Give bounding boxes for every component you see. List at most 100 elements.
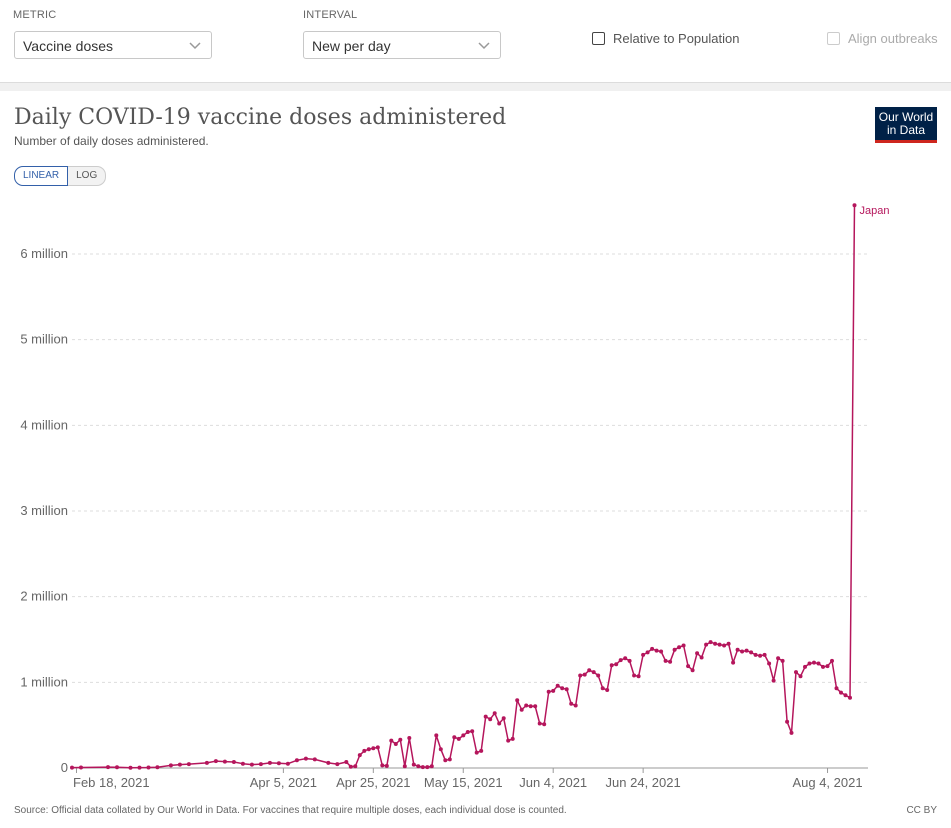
data-point	[798, 674, 803, 679]
data-point	[438, 747, 443, 752]
data-point	[713, 641, 718, 646]
data-point	[816, 661, 821, 666]
data-point	[524, 703, 529, 708]
data-point	[744, 648, 749, 653]
y-tick-label: 3 million	[20, 503, 68, 518]
data-point	[821, 664, 825, 669]
data-point	[168, 763, 173, 768]
data-point	[70, 765, 74, 770]
data-point	[636, 674, 641, 679]
data-point	[177, 762, 182, 767]
chevron-down-icon	[478, 42, 490, 50]
data-point	[825, 664, 830, 669]
data-point	[375, 745, 380, 750]
data-point	[726, 641, 731, 646]
data-point	[749, 650, 754, 655]
data-point	[492, 711, 497, 716]
data-point	[668, 659, 673, 664]
data-point	[564, 687, 569, 692]
data-point	[632, 673, 637, 678]
data-point	[830, 658, 834, 663]
data-point	[425, 765, 430, 770]
data-point	[794, 670, 798, 675]
data-point	[384, 763, 389, 768]
x-tick-label: May 15, 2021	[424, 775, 503, 790]
linear-scale-button[interactable]: LINEAR	[14, 166, 69, 186]
data-point	[137, 765, 142, 770]
data-point	[186, 762, 191, 767]
data-point	[695, 651, 700, 656]
data-point	[776, 656, 781, 661]
align-outbreaks-label: Align outbreaks	[848, 31, 938, 46]
data-point	[708, 640, 713, 645]
checkbox-box[interactable]	[592, 32, 605, 45]
data-point	[357, 753, 362, 758]
data-point	[267, 760, 272, 765]
data-point	[488, 717, 493, 722]
x-tick-label: Apr 5, 2021	[250, 775, 317, 790]
align-outbreaks-checkbox: Align outbreaks	[827, 31, 938, 46]
data-point	[614, 662, 619, 667]
data-point	[222, 759, 227, 764]
data-point	[276, 761, 281, 766]
data-point	[447, 757, 452, 762]
checkbox-box	[827, 32, 840, 45]
data-point	[654, 648, 659, 653]
data-point	[839, 690, 843, 695]
data-point	[79, 765, 83, 770]
data-point	[533, 704, 538, 709]
data-point	[785, 719, 790, 724]
data-point	[115, 765, 119, 770]
data-point	[546, 689, 551, 694]
data-point	[470, 729, 475, 734]
interval-select[interactable]: New per day	[303, 31, 501, 59]
license-label[interactable]: CC BY	[906, 805, 937, 816]
data-point	[106, 765, 110, 770]
data-point	[411, 762, 416, 767]
data-point	[312, 757, 317, 762]
data-point	[618, 658, 623, 663]
data-point	[767, 661, 772, 666]
data-point	[569, 701, 574, 706]
metric-select[interactable]: Vaccine doses	[14, 31, 212, 59]
x-tick-label: Apr 25, 2021	[336, 775, 410, 790]
data-point	[528, 704, 533, 709]
data-point	[780, 658, 785, 663]
data-point	[344, 760, 349, 764]
data-point	[393, 742, 398, 746]
controls-bar: METRIC Vaccine doses INTERVAL New per da…	[0, 0, 951, 83]
log-scale-button[interactable]: LOG	[68, 166, 107, 186]
data-point	[753, 652, 758, 657]
data-point	[771, 678, 776, 683]
data-point	[681, 643, 686, 648]
data-point	[434, 733, 439, 738]
data-point	[591, 670, 596, 675]
data-point	[573, 703, 578, 708]
data-point	[240, 761, 245, 766]
source-note: Source: Official data collated by Our Wo…	[14, 805, 567, 816]
data-point	[551, 688, 556, 693]
data-point	[479, 748, 484, 753]
relative-to-population-checkbox[interactable]: Relative to Population	[592, 31, 739, 46]
data-point	[627, 658, 632, 663]
data-point	[731, 660, 736, 665]
data-point	[582, 672, 587, 677]
data-point	[722, 643, 727, 648]
chart-panel	[0, 91, 951, 828]
data-point	[623, 656, 628, 661]
data-point	[641, 652, 646, 657]
data-point	[366, 747, 371, 752]
data-point	[483, 714, 488, 719]
data-point	[812, 660, 816, 665]
data-point	[542, 722, 547, 727]
y-tick-label: 6 million	[20, 246, 68, 261]
data-point	[285, 761, 290, 766]
series-label: Japan	[860, 205, 890, 217]
data-point	[497, 721, 502, 726]
data-point	[348, 764, 353, 769]
metric-label: METRIC	[13, 9, 57, 21]
data-point	[407, 736, 412, 740]
data-point	[353, 764, 358, 769]
interval-label: INTERVAL	[303, 9, 358, 21]
owid-logo[interactable]: Our World in Data	[875, 107, 937, 143]
